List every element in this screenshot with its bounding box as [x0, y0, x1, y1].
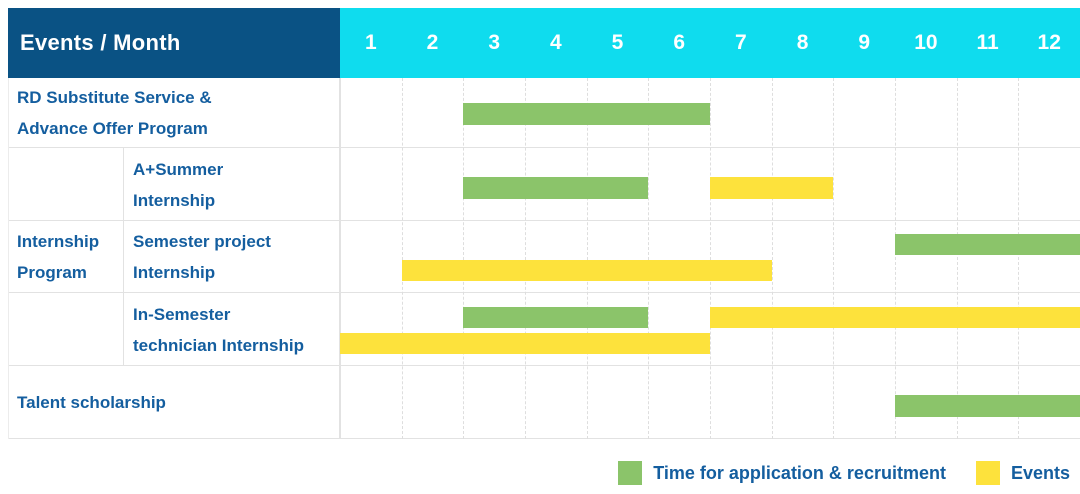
month-label-2: 2 [426, 31, 439, 54]
gantt-bar-application [463, 177, 649, 199]
corner-header-label: Events / Month [20, 30, 181, 55]
row-label-line: Talent scholarship [17, 393, 166, 412]
month-label-1: 1 [364, 31, 377, 54]
row-label-line: Internship [133, 263, 216, 282]
gantt-bar-events [401, 260, 772, 281]
row-strip [8, 221, 1080, 293]
gantt-bar-application [895, 395, 1080, 417]
row-strip [8, 78, 1080, 148]
month-gridline [463, 78, 465, 439]
legend-label-events: Events [1010, 462, 1070, 483]
gantt-bar-events [710, 177, 834, 199]
legend-label-application: Time for application & recruitment [653, 462, 946, 483]
row-strip [8, 366, 1080, 439]
month-gridline [1018, 78, 1020, 439]
table-left-border [8, 78, 9, 439]
gantt-bar-application [895, 234, 1080, 255]
gantt-bar-events [340, 333, 710, 354]
gantt-bar-events [710, 307, 1080, 328]
month-gridline [525, 78, 526, 439]
month-label-6: 6 [673, 31, 686, 54]
row-label-line: Internship [133, 190, 216, 210]
events-swatch-icon [975, 461, 1000, 485]
month-label-10: 10 [914, 31, 938, 54]
month-gridline [710, 78, 711, 439]
events-month-corner-header: Events / Month [8, 8, 340, 78]
application-swatch-icon [618, 461, 643, 485]
legend: Time for application & recruitment Event… [618, 458, 1070, 488]
month-gridline [586, 78, 588, 439]
row-label-line: In-Semester [133, 304, 231, 324]
legend-item-application: Time for application & recruitment [618, 461, 946, 485]
row-label-line: technician Internship [133, 335, 304, 355]
month-gridline [771, 78, 773, 439]
row-label-rd-substitute: RD Substitute Service & Advance Offer Pr… [8, 78, 340, 148]
month-label-9: 9 [858, 31, 871, 54]
month-gridline [648, 78, 650, 439]
row-label-semester-project: Semester project Internship [124, 221, 340, 293]
row-label-a-plus-summer: A+Summer Internship [124, 148, 340, 221]
group-label-line: Program [17, 263, 87, 282]
row-label-line: A+Summer [133, 159, 224, 179]
gantt-bar-application [463, 307, 649, 328]
row-label-in-semester-technician: In-Semester technician Internship [124, 293, 340, 366]
row-label-talent-scholarship: Talent scholarship [8, 366, 340, 439]
month-label-12: 12 [1037, 31, 1061, 54]
month-label-5: 5 [611, 31, 624, 54]
row-label-line: Semester project [133, 232, 271, 251]
month-header-row: 1 2 3 4 5 6 7 8 9 10 11 12 [340, 8, 1080, 78]
row-label-line: Advance Offer Program [17, 119, 208, 138]
month-label-4: 4 [550, 31, 562, 54]
row-strip [8, 293, 1080, 366]
month-gridline [956, 78, 958, 439]
month-label-3: 3 [488, 31, 501, 54]
month-gridline [895, 78, 896, 439]
legend-item-events: Events [975, 461, 1070, 485]
month-gridline [401, 78, 403, 439]
month-label-11: 11 [976, 31, 999, 54]
gantt-table-body: RD Substitute Service & Advance Offer Pr… [8, 78, 1080, 439]
row-strip [8, 148, 1080, 221]
month-gridline [833, 78, 835, 439]
group-label-line: Internship [17, 232, 100, 251]
row-label-line: RD Substitute Service & [17, 88, 212, 107]
gantt-bar-application [463, 103, 710, 125]
month-label-7: 7 [735, 31, 747, 54]
group-label-internship-program: Internship Program [8, 148, 124, 366]
month-label-8: 8 [796, 31, 809, 54]
label-chart-divider [340, 78, 341, 439]
